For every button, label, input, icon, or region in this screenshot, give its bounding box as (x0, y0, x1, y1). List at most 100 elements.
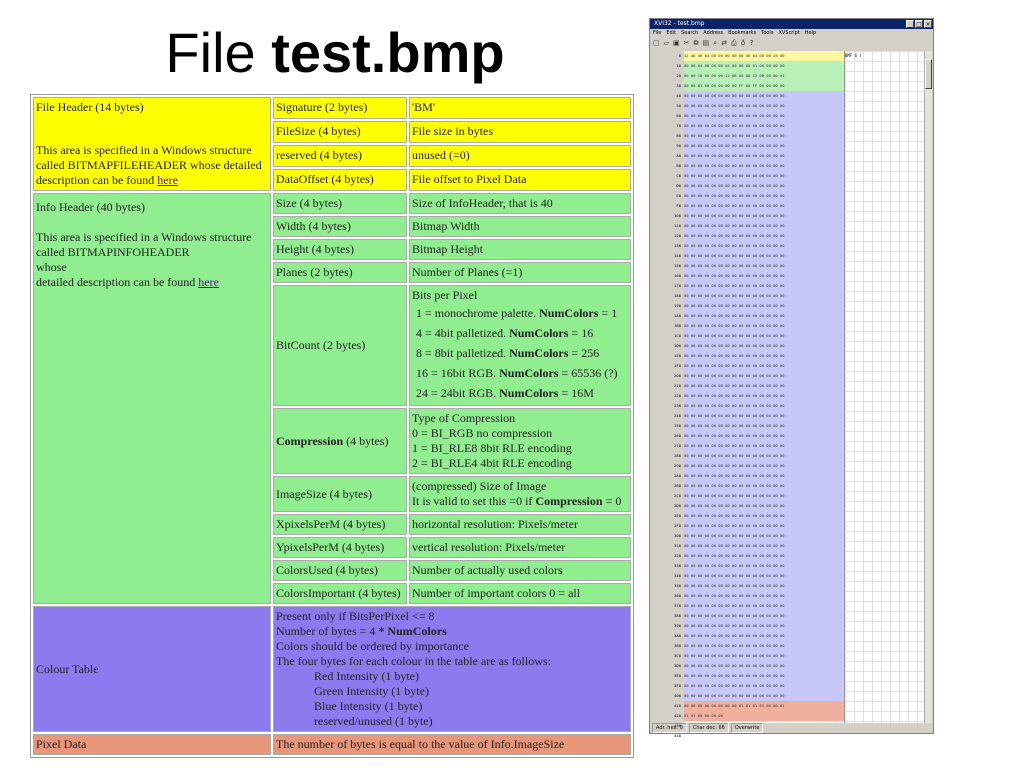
hex-row[interactable]: 00 00 00 00 00 00 00 00 00 00 00 00 00 0… (684, 683, 785, 688)
ascii-row[interactable] (845, 561, 924, 571)
menu-file[interactable]: File (653, 30, 662, 36)
ascii-row[interactable] (845, 81, 924, 91)
print-icon[interactable]: ⎙ (730, 39, 737, 47)
ascii-row[interactable] (845, 701, 924, 711)
ascii-row[interactable] (845, 161, 924, 171)
ascii-row[interactable] (845, 381, 924, 391)
ascii-row[interactable] (845, 61, 924, 71)
tools-icon[interactable]: ♁ (740, 39, 746, 47)
hex-row[interactable]: 00 00 00 00 00 00 00 00 00 00 00 00 00 0… (684, 563, 785, 568)
ascii-row[interactable] (845, 201, 924, 211)
ascii-row[interactable] (845, 281, 924, 291)
hex-row[interactable]: 00 00 00 00 00 00 00 00 00 00 00 00 00 0… (684, 493, 785, 498)
ascii-row[interactable] (845, 641, 924, 651)
ascii-row[interactable] (845, 441, 924, 451)
hex-row[interactable]: 00 00 00 00 00 00 00 00 00 00 00 00 00 0… (684, 153, 785, 158)
hex-row[interactable]: 00 00 04 00 00 00 04 00 00 00 01 00 08 0… (684, 61, 844, 71)
ascii-row[interactable] (845, 371, 924, 381)
hex-row[interactable]: 00 00 00 00 00 00 00 00 00 00 00 00 00 0… (684, 383, 785, 388)
hex-row[interactable]: 00 00 00 00 00 00 00 00 00 00 00 00 00 0… (684, 483, 785, 488)
hex-row[interactable]: 00 00 00 00 00 00 00 00 00 00 00 00 00 0… (684, 373, 785, 378)
ascii-row[interactable] (845, 351, 924, 361)
hex-row[interactable]: 00 00 00 00 00 00 00 00 00 00 00 00 00 0… (684, 503, 785, 508)
ascii-row[interactable] (845, 621, 924, 631)
hex-row[interactable]: 00 00 01 00 00 00 00 00 FF 00 FF 00 00 0… (684, 81, 844, 91)
hex-row[interactable]: 00 00 00 00 00 00 00 00 00 00 00 00 00 0… (684, 523, 785, 528)
ascii-row[interactable] (845, 601, 924, 611)
hex-row[interactable]: 00 00 00 00 00 00 00 00 00 00 00 00 00 0… (684, 463, 785, 468)
ascii-row[interactable] (845, 341, 924, 351)
menu-help[interactable]: Help (804, 30, 817, 36)
help-icon[interactable]: ? (749, 39, 754, 47)
ascii-row[interactable] (845, 321, 924, 331)
vertical-scrollbar[interactable] (924, 51, 932, 723)
ascii-row[interactable] (845, 421, 924, 431)
hex-row[interactable]: 00 00 00 00 00 00 00 00 00 00 00 00 00 0… (684, 133, 785, 138)
hex-row[interactable]: 00 00 00 00 00 00 00 00 00 00 00 00 00 0… (684, 363, 785, 368)
ascii-row[interactable] (845, 691, 924, 701)
hex-row[interactable]: 00 00 00 00 00 00 00 00 00 00 00 00 00 0… (684, 513, 785, 518)
hex-row[interactable]: 00 00 10 00 00 00 12 0B 00 00 12 0B 00 0… (684, 71, 844, 81)
ascii-row[interactable] (845, 71, 924, 81)
hex-row[interactable]: 00 00 00 00 00 00 00 00 00 00 00 00 00 0… (684, 543, 785, 548)
hex-row[interactable]: 00 00 00 00 00 00 00 00 00 00 00 00 00 0… (684, 253, 785, 258)
ascii-row[interactable] (845, 591, 924, 601)
hex-row[interactable]: 00 00 00 00 00 00 00 00 00 00 00 00 00 0… (684, 413, 785, 418)
hex-row[interactable]: 42 4D 46 04 00 00 00 00 00 36 04 00 00 2… (684, 51, 844, 61)
hex-row[interactable]: 00 00 00 00 00 00 00 00 00 00 00 00 00 0… (684, 293, 785, 298)
hex-row[interactable]: 00 00 00 00 00 00 00 00 00 00 00 00 00 0… (684, 423, 785, 428)
hex-row[interactable]: 00 00 00 00 00 00 00 00 00 00 00 00 00 0… (684, 433, 785, 438)
hex-row[interactable]: 00 00 00 00 00 00 00 00 00 00 00 00 00 0… (684, 643, 785, 648)
ascii-row[interactable] (845, 261, 924, 271)
ascii-row[interactable] (845, 571, 924, 581)
hex-row[interactable]: 00 00 00 00 00 00 00 00 00 00 00 00 00 0… (684, 653, 785, 658)
ascii-row[interactable] (845, 611, 924, 621)
replace-icon[interactable]: ⇄ (721, 39, 727, 47)
ascii-row[interactable] (845, 681, 924, 691)
hex-row[interactable]: 00 00 00 00 00 00 00 00 00 00 00 00 00 0… (684, 143, 785, 148)
ascii-row[interactable] (845, 251, 924, 261)
hex-row[interactable]: 00 00 00 00 00 00 00 00 00 00 00 00 00 0… (684, 123, 785, 128)
ascii-row[interactable] (845, 401, 924, 411)
ascii-row[interactable] (845, 491, 924, 501)
ascii-row[interactable] (845, 211, 924, 221)
hex-row[interactable]: 00 00 00 00 00 00 00 00 00 00 00 00 00 0… (684, 393, 785, 398)
ascii-row[interactable] (845, 481, 924, 491)
ascii-row[interactable] (845, 551, 924, 561)
ascii-column[interactable]: BMF 6 ( (844, 51, 924, 723)
hex-row[interactable]: 00 00 00 00 00 00 00 00 00 00 00 00 00 0… (684, 343, 785, 348)
hex-row[interactable]: 00 00 00 00 00 00 00 00 00 00 00 00 00 0… (684, 663, 785, 668)
hex-row[interactable]: 00 00 00 00 00 00 00 00 00 00 00 00 00 0… (684, 223, 785, 228)
ascii-row[interactable] (845, 451, 924, 461)
ascii-row[interactable] (845, 101, 924, 111)
hex-row[interactable]: 00 00 00 00 00 00 00 00 00 00 00 00 00 0… (684, 673, 785, 678)
hex-view[interactable]: 0 10 20 30 40 50 60 70 80 90 A0 B0 C0 D0 E0 F0 100 110 120… (652, 51, 924, 738)
hex-row[interactable]: 00 00 00 00 00 00 00 00 00 00 00 00 00 0… (684, 473, 785, 478)
ascii-row[interactable] (845, 91, 924, 101)
copy-icon[interactable]: ⧉ (693, 39, 699, 47)
ascii-row[interactable] (845, 231, 924, 241)
ascii-row[interactable] (845, 581, 924, 591)
hex-row[interactable]: 00 00 00 00 00 00 00 00 00 00 00 00 00 0… (684, 243, 785, 248)
hex-row[interactable]: 00 00 00 00 00 00 00 00 00 00 00 00 00 0… (684, 453, 785, 458)
hex-row[interactable]: 00 00 00 00 00 00 00 00 00 00 00 00 00 0… (684, 303, 785, 308)
ascii-row[interactable] (845, 191, 924, 201)
ascii-row[interactable] (845, 511, 924, 521)
hex-row[interactable]: 00 00 00 00 00 00 00 00 00 00 00 00 00 0… (684, 183, 785, 188)
hex-row[interactable]: 00 00 00 00 00 00 00 00 00 00 00 00 00 0… (684, 283, 785, 288)
ascii-row[interactable] (845, 331, 924, 341)
hex-row[interactable]: 00 00 00 00 00 00 00 00 00 00 00 00 00 0… (684, 113, 785, 118)
hex-row[interactable]: 00 00 00 00 00 00 00 00 00 00 00 00 00 0… (684, 553, 785, 558)
hex-row[interactable]: 00 00 00 00 00 00 00 00 00 00 00 00 00 0… (684, 93, 785, 98)
ascii-row[interactable] (845, 131, 924, 141)
ascii-row[interactable] (845, 501, 924, 511)
open-icon[interactable]: ▱ (663, 39, 670, 47)
ascii-row[interactable] (845, 671, 924, 681)
menu-search[interactable]: Search (681, 30, 699, 36)
paste-icon[interactable]: ▤ (702, 39, 710, 47)
ascii-row[interactable] (845, 391, 924, 401)
ascii-row[interactable] (845, 631, 924, 641)
ascii-row[interactable] (845, 661, 924, 671)
hex-row[interactable]: 00 00 00 00 00 00 00 00 00 00 00 00 00 0… (684, 263, 785, 268)
hex-row[interactable]: 00 00 00 00 00 00 00 00 00 00 00 00 00 0… (684, 633, 785, 638)
